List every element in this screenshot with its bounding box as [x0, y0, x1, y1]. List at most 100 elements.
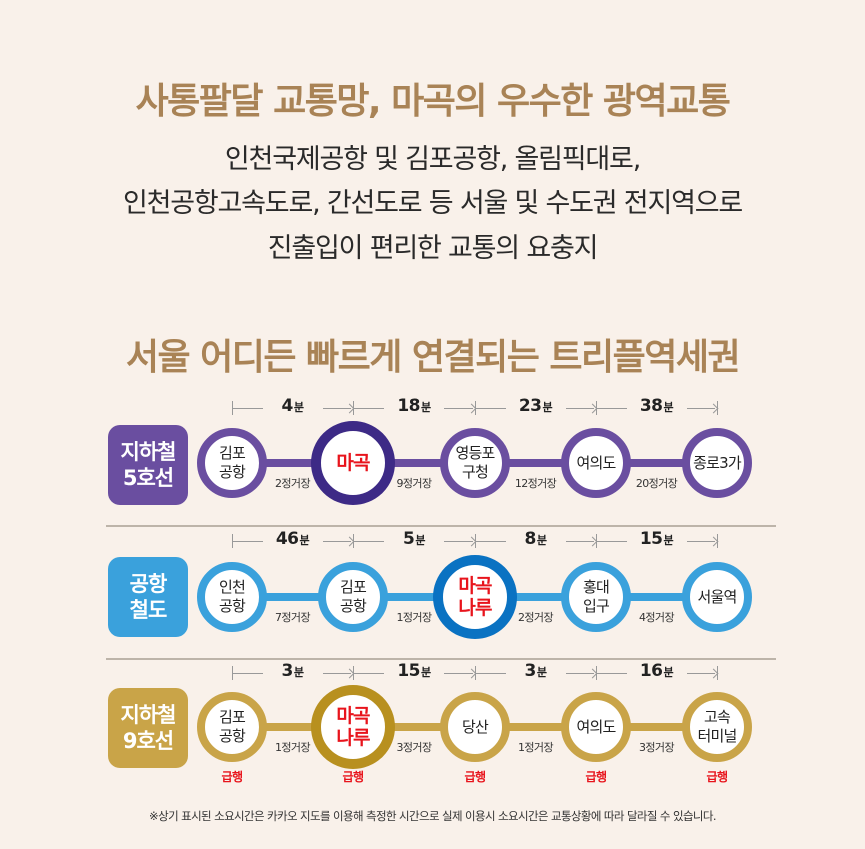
travel-time-unit: 분 — [421, 401, 431, 414]
station-name: 종로3가 — [693, 454, 742, 473]
station-name-line-2: 나루 — [336, 727, 370, 749]
station-name: 김포 공항 — [218, 444, 246, 482]
station-marker[interactable]: 고속 터미널 — [682, 692, 752, 762]
station-name-line-1: 인천 — [218, 578, 246, 596]
station-name-line-2: 구청 — [461, 463, 489, 481]
station-marker[interactable]: 여의도 — [561, 428, 631, 498]
bracket-line — [559, 408, 594, 409]
bracket-line — [597, 408, 632, 409]
express-label: 급행 — [221, 770, 243, 784]
bracket-line — [233, 673, 268, 674]
bracket-tick — [353, 534, 354, 548]
stop-count: 1정거장 — [518, 741, 554, 754]
bracket-line — [559, 673, 594, 674]
station-name-line-2: 나루 — [458, 597, 492, 619]
bracket-line — [354, 673, 389, 674]
station-name: 마곡 — [336, 452, 370, 474]
travel-time-value: 4 — [281, 396, 294, 416]
travel-time-value: 15 — [397, 661, 421, 681]
description-line-1: 인천국제공항 및 김포공항, 올림픽대로, — [224, 144, 641, 175]
travel-time-unit: 분 — [415, 534, 425, 547]
station-marker[interactable]: 영등포 구청 — [440, 428, 510, 498]
station-name: 마곡 나루 — [336, 705, 370, 749]
station-name-line-1: 영등포 — [455, 444, 495, 462]
travel-time-value: 5 — [403, 529, 415, 549]
station-name: 고속 터미널 — [697, 708, 737, 746]
travel-time-value: 23 — [518, 396, 542, 416]
description-line-3: 진출입이 편리한 교통의 요충지 — [267, 233, 599, 264]
badge-label-2: 5호선 — [122, 466, 174, 490]
bracket-line — [316, 408, 351, 409]
station-name-line-1: 여의도 — [576, 453, 616, 472]
station-marker[interactable]: 종로3가 — [682, 428, 752, 498]
bracket-tick — [232, 534, 233, 548]
station-marker[interactable]: 홍대 입구 — [561, 562, 631, 632]
station-name-line-1: 당산 — [461, 717, 489, 736]
station-marker[interactable]: 김포 공항 — [318, 562, 388, 632]
travel-time-unit: 분 — [293, 401, 304, 414]
station-name-line-1: 김포 — [218, 708, 246, 726]
station-name-line-1: 서울역 — [697, 587, 737, 606]
travel-time-value: 16 — [639, 661, 663, 681]
travel-time-unit: 분 — [663, 401, 674, 414]
bracket-tick — [717, 534, 718, 548]
bracket-line — [233, 541, 268, 542]
travel-time-unit: 분 — [299, 534, 310, 547]
station-marker[interactable]: 인천 공항 — [197, 562, 267, 632]
travel-time-value: 3 — [524, 661, 537, 681]
travel-time: 38분 — [626, 396, 687, 416]
station-name-line-2: 공항 — [218, 463, 246, 481]
station-marker[interactable]: 여의도 — [561, 692, 631, 762]
stop-count: 2정거장 — [518, 611, 554, 624]
stop-count: 7정거장 — [275, 611, 311, 624]
travel-time: 23분 — [505, 396, 566, 416]
travel-time: 15분 — [384, 661, 444, 681]
station-name-line-1: 마곡 — [336, 452, 370, 474]
travel-time: 3분 — [505, 661, 566, 681]
bracket-line — [597, 541, 632, 542]
stop-count: 1정거장 — [396, 611, 433, 624]
express-label: 급행 — [585, 770, 607, 784]
divider — [106, 525, 776, 527]
main-title: 사통팔달 교통망, 마곡의 우수한 광역교통 — [135, 81, 731, 122]
travel-time-value: 15 — [639, 529, 663, 549]
travel-time: 18분 — [384, 396, 444, 416]
bracket-line — [680, 408, 715, 409]
travel-time-value: 3 — [281, 661, 294, 681]
station-name-line-1: 김포 — [218, 444, 246, 462]
bracket-line — [476, 408, 511, 409]
station-marker[interactable]: 마곡 나루 — [433, 555, 517, 639]
station-marker[interactable]: 김포 공항 — [197, 428, 267, 498]
travel-time-value: 8 — [524, 529, 537, 549]
badge-label-1: 지하철 — [120, 440, 177, 464]
travel-time: 15분 — [626, 529, 687, 549]
bracket-tick — [717, 666, 718, 680]
station-name-line-1: 마곡 — [336, 705, 370, 727]
station-marker[interactable]: 김포 공항 — [197, 692, 267, 762]
travel-time-unit: 분 — [542, 401, 553, 414]
section-title: 서울 어디든 빠르게 연결되는 트리플역세권 — [125, 337, 741, 378]
bracket-line — [438, 541, 473, 542]
travel-time: 3분 — [262, 661, 323, 681]
bracket-line — [316, 541, 351, 542]
description-line-2: 인천공항고속도로, 간선도로 등 서울 및 수도권 전지역으로 — [122, 188, 743, 219]
divider — [106, 658, 776, 660]
station-marker[interactable]: 마곡 나루 — [311, 685, 395, 769]
bracket-tick — [353, 401, 354, 415]
badge-label-1: 지하철 — [120, 703, 177, 727]
station-marker[interactable]: 마곡 — [311, 421, 395, 505]
stop-count: 2정거장 — [275, 477, 311, 490]
bracket-line — [316, 673, 351, 674]
stop-count: 3정거장 — [639, 741, 675, 754]
bracket-tick — [475, 401, 476, 415]
stop-count: 3정거장 — [396, 741, 433, 754]
travel-time-unit: 분 — [536, 666, 547, 679]
bracket-tick — [596, 534, 597, 548]
station-marker[interactable]: 당산 — [440, 692, 510, 762]
travel-time: 4분 — [262, 396, 323, 416]
bracket-tick — [717, 401, 718, 415]
bracket-line — [476, 673, 511, 674]
stop-count: 1정거장 — [275, 741, 311, 754]
stop-count: 9정거장 — [396, 477, 433, 490]
station-marker[interactable]: 서울역 — [682, 562, 752, 632]
